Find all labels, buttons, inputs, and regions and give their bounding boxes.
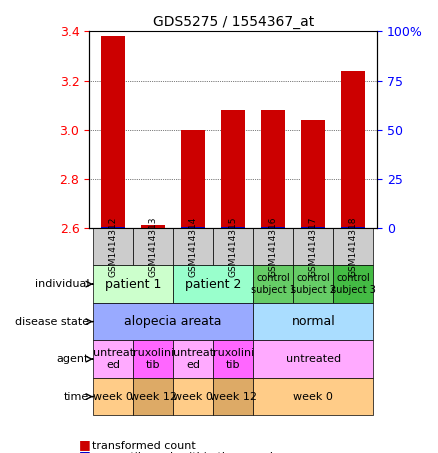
Text: ■: ■ [79, 449, 91, 453]
Text: week 12: week 12 [210, 391, 257, 402]
Text: time: time [64, 391, 89, 402]
FancyBboxPatch shape [253, 265, 293, 303]
FancyBboxPatch shape [173, 340, 213, 378]
Bar [341, 226, 365, 228]
Text: disease state: disease state [15, 317, 89, 327]
Text: individual: individual [35, 279, 89, 289]
Bar [221, 110, 245, 228]
FancyBboxPatch shape [253, 303, 374, 340]
Text: control
subject 1: control subject 1 [251, 273, 296, 295]
Text: control
subject 2: control subject 2 [291, 273, 336, 295]
Bar [221, 227, 245, 228]
Text: untreat
ed: untreat ed [173, 348, 214, 370]
Text: untreat
ed: untreat ed [92, 348, 134, 370]
Text: agent: agent [57, 354, 89, 364]
Bar [261, 110, 285, 228]
Bar [101, 226, 125, 228]
FancyBboxPatch shape [133, 340, 173, 378]
FancyBboxPatch shape [133, 378, 173, 415]
FancyBboxPatch shape [173, 378, 213, 415]
Bar [301, 227, 325, 228]
Text: ■: ■ [79, 438, 91, 451]
FancyBboxPatch shape [333, 265, 374, 303]
Text: GSM1414318: GSM1414318 [349, 217, 358, 277]
Text: GSM1414313: GSM1414313 [148, 217, 158, 277]
Text: GSM1414317: GSM1414317 [309, 217, 318, 277]
FancyBboxPatch shape [93, 378, 133, 415]
Text: ruxolini
tib: ruxolini tib [212, 348, 254, 370]
Title: GDS5275 / 1554367_at: GDS5275 / 1554367_at [152, 15, 314, 29]
FancyBboxPatch shape [213, 378, 253, 415]
Bar [181, 227, 205, 228]
FancyBboxPatch shape [253, 340, 374, 378]
FancyBboxPatch shape [93, 303, 253, 340]
Text: GSM1414316: GSM1414316 [269, 217, 278, 277]
FancyBboxPatch shape [93, 265, 173, 303]
Bar [341, 71, 365, 228]
FancyBboxPatch shape [133, 228, 173, 265]
Bar [261, 227, 285, 228]
Text: GSM1414314: GSM1414314 [189, 217, 198, 277]
Text: GSM1414315: GSM1414315 [229, 217, 238, 277]
Text: percentile rank within the sample: percentile rank within the sample [92, 452, 280, 453]
Bar [301, 120, 325, 228]
FancyBboxPatch shape [333, 228, 374, 265]
FancyBboxPatch shape [173, 265, 253, 303]
FancyBboxPatch shape [293, 265, 333, 303]
FancyBboxPatch shape [213, 228, 253, 265]
FancyBboxPatch shape [93, 228, 133, 265]
Text: patient 1: patient 1 [105, 278, 161, 290]
Bar [181, 130, 205, 228]
Text: untreated: untreated [286, 354, 341, 364]
Text: week 0: week 0 [173, 391, 213, 402]
FancyBboxPatch shape [93, 340, 133, 378]
Text: week 12: week 12 [130, 391, 177, 402]
Text: week 0: week 0 [293, 391, 333, 402]
Text: normal: normal [291, 315, 335, 328]
Text: control
subject 3: control subject 3 [331, 273, 376, 295]
FancyBboxPatch shape [173, 228, 213, 265]
Text: week 0: week 0 [93, 391, 133, 402]
FancyBboxPatch shape [253, 228, 293, 265]
Text: ruxolini
tib: ruxolini tib [133, 348, 174, 370]
Text: alopecia areata: alopecia areata [124, 315, 222, 328]
FancyBboxPatch shape [253, 378, 374, 415]
Bar [141, 226, 165, 228]
Text: GSM1414312: GSM1414312 [109, 217, 118, 277]
FancyBboxPatch shape [293, 228, 333, 265]
Text: transformed count: transformed count [92, 441, 196, 451]
Text: patient 2: patient 2 [185, 278, 241, 290]
Bar [101, 36, 125, 228]
FancyBboxPatch shape [213, 340, 253, 378]
